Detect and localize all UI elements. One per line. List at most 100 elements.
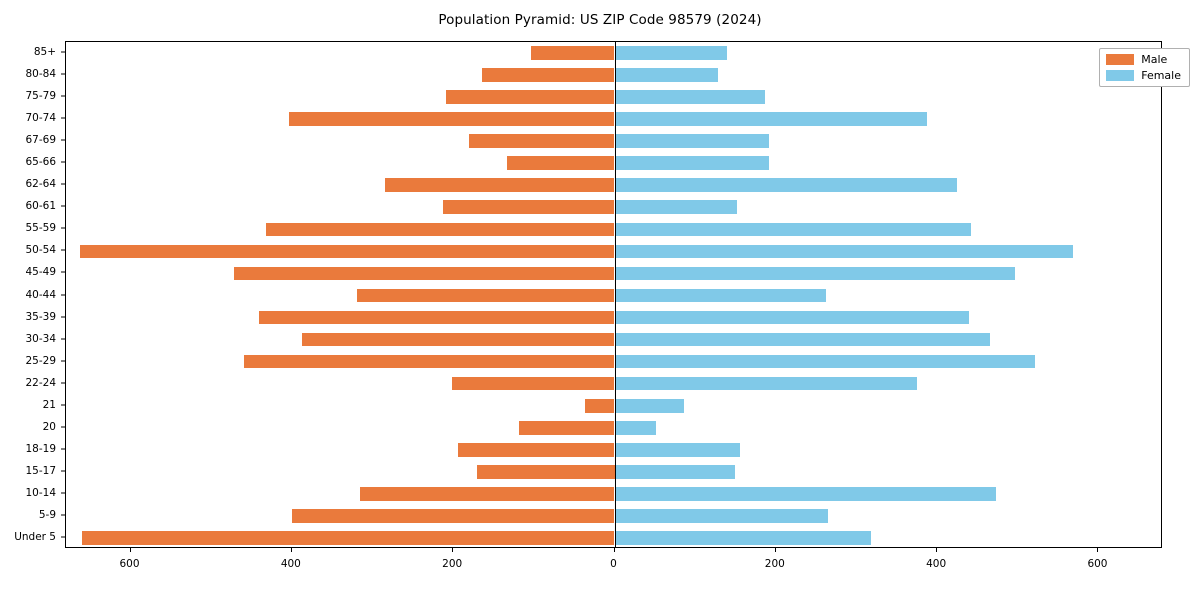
y-tick-label: 30-34 xyxy=(25,332,56,345)
y-tick-mark xyxy=(61,426,65,428)
bar-female xyxy=(614,156,769,171)
plot-area xyxy=(65,41,1162,548)
bar-female xyxy=(614,531,871,545)
y-tick-mark xyxy=(61,360,65,362)
y-tick-mark xyxy=(61,470,65,472)
bar-male xyxy=(445,90,615,104)
legend-swatch-icon xyxy=(1106,70,1135,81)
y-tick-label: 15-17 xyxy=(25,464,56,477)
bar-male xyxy=(482,68,615,82)
pyramid-row xyxy=(66,310,1161,325)
y-tick-label: Under 5 xyxy=(14,530,56,543)
bar-male xyxy=(291,509,615,523)
pyramid-row xyxy=(66,222,1161,237)
legend-entry-male[interactable]: Male xyxy=(1106,54,1181,65)
pyramid-row xyxy=(66,487,1161,501)
bar-male xyxy=(519,420,615,435)
legend-label: Female xyxy=(1141,69,1181,82)
y-tick-label: 22-24 xyxy=(25,376,56,389)
y-tick-label: 55-59 xyxy=(25,222,56,235)
bar-female xyxy=(614,465,736,479)
pyramid-row xyxy=(66,178,1161,193)
x-tick-label: 600 xyxy=(119,558,140,570)
y-tick-label: 25-29 xyxy=(25,354,56,367)
x-tick-mark xyxy=(613,548,615,552)
y-tick-label: 85+ xyxy=(33,46,56,59)
y-tick-label: 75-79 xyxy=(25,90,56,103)
y-tick-mark xyxy=(61,117,65,119)
y-tick-mark xyxy=(61,95,65,97)
y-tick-label: 40-44 xyxy=(25,288,56,301)
pyramid-row xyxy=(66,288,1161,303)
x-tick-label: 600 xyxy=(1087,558,1108,570)
y-tick-mark xyxy=(61,183,65,185)
chart-title: Population Pyramid: US ZIP Code 98579 (2… xyxy=(438,12,762,28)
bar-male xyxy=(442,200,615,215)
bar-female xyxy=(614,244,1073,259)
bar-male xyxy=(289,112,615,126)
bars-layer xyxy=(66,42,1161,547)
x-tick-label: 400 xyxy=(926,558,947,570)
bar-male xyxy=(468,134,615,149)
y-tick-mark xyxy=(61,161,65,163)
y-axis: 85+ 80-84 75-79 70-74 67-69 65-66 62-64 60-61 55… xyxy=(0,41,65,548)
bar-male xyxy=(357,288,615,303)
x-tick-mark xyxy=(452,548,454,552)
y-tick-mark xyxy=(61,316,65,318)
bar-male xyxy=(79,244,615,259)
pyramid-row xyxy=(66,112,1161,126)
bar-male xyxy=(82,531,615,545)
y-tick-mark xyxy=(61,404,65,406)
bar-female xyxy=(614,420,656,435)
pyramid-row xyxy=(66,376,1161,391)
bar-female xyxy=(614,112,928,126)
pyramid-row xyxy=(66,420,1161,435)
bar-female xyxy=(614,178,957,193)
bar-male xyxy=(507,156,615,171)
pyramid-row xyxy=(66,156,1161,171)
x-tick-mark xyxy=(290,548,292,552)
bar-male xyxy=(477,465,615,479)
y-tick-mark xyxy=(61,294,65,295)
y-tick-mark xyxy=(61,338,65,340)
bar-male xyxy=(258,310,615,325)
pyramid-row xyxy=(66,332,1161,347)
bar-female xyxy=(614,222,972,237)
y-tick-label: 18-19 xyxy=(25,442,56,455)
y-tick-label: 50-54 xyxy=(25,244,56,257)
y-tick-mark xyxy=(61,492,65,494)
y-tick-mark xyxy=(61,205,65,207)
y-tick-mark xyxy=(61,51,65,53)
y-tick-mark xyxy=(61,249,65,251)
y-tick-label: 80-84 xyxy=(25,68,56,81)
bar-female xyxy=(614,332,991,347)
x-tick-label: 400 xyxy=(280,558,301,570)
x-axis: 600 400 200 0 200 400 600 xyxy=(65,548,1162,588)
y-tick-label: 45-49 xyxy=(25,266,56,279)
bar-female xyxy=(614,288,826,303)
pyramid-row xyxy=(66,90,1161,104)
bar-female xyxy=(614,354,1035,369)
y-tick-label: 21 xyxy=(42,398,56,411)
bar-male xyxy=(458,442,615,457)
legend-label: Male xyxy=(1141,53,1168,66)
bar-female xyxy=(614,509,829,523)
bar-female xyxy=(614,310,970,325)
bar-male xyxy=(451,376,615,391)
bar-female xyxy=(614,266,1016,281)
bar-female xyxy=(614,134,769,149)
bar-male xyxy=(385,178,615,193)
y-tick-mark xyxy=(61,448,65,450)
pyramid-row xyxy=(66,200,1161,215)
y-tick-mark xyxy=(61,227,65,229)
y-tick-mark xyxy=(61,382,65,384)
y-tick-mark xyxy=(61,514,65,516)
legend-entry-female[interactable]: Female xyxy=(1106,70,1181,81)
y-tick-label: 67-69 xyxy=(25,134,56,147)
pyramid-row xyxy=(66,531,1161,545)
pyramid-row xyxy=(66,354,1161,369)
bar-female xyxy=(614,398,684,413)
x-tick-label: 0 xyxy=(610,558,617,570)
y-tick-mark xyxy=(61,271,65,273)
